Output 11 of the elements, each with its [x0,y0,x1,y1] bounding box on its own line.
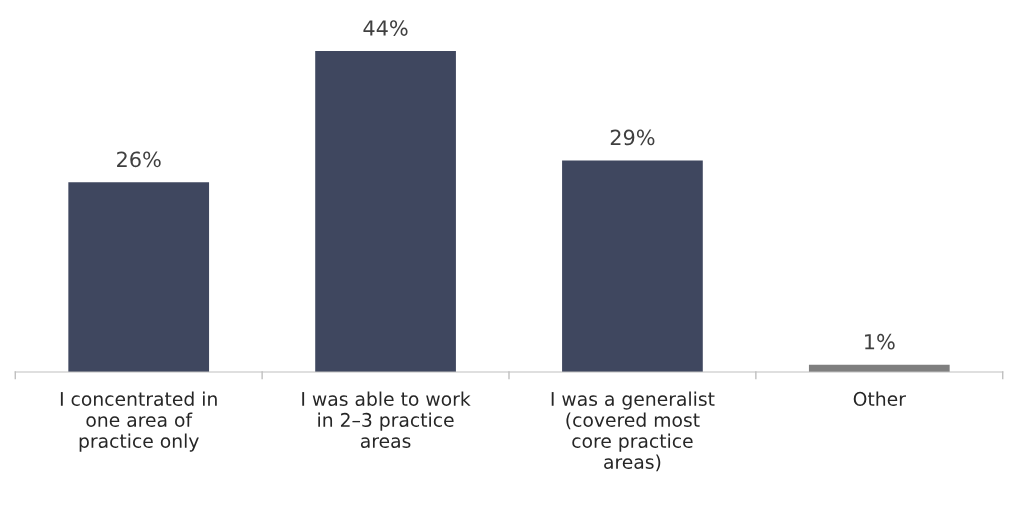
x-tick-label: I was a generalist (covered most core practice areas) [551,391,715,472]
bar [315,51,456,373]
bar [68,182,210,373]
data-label: 29% [610,129,655,146]
bar [562,160,703,373]
x-tick-label: I concentrated in one area of practice only [60,391,217,452]
data-label: 1% [865,333,895,350]
data-label: 44% [363,20,408,36]
data-label: 26% [117,151,161,168]
x-tick-label: Other [853,391,906,407]
x-tick-label: I was able to work in 2–3 practice areas [302,391,471,449]
